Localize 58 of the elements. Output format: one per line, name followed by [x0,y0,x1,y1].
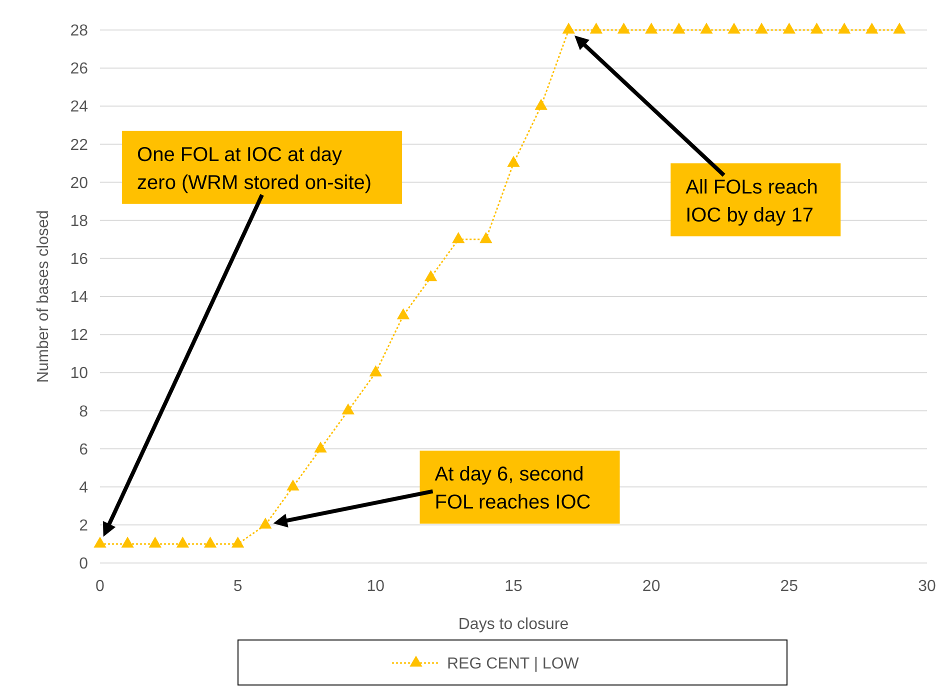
point [259,518,272,529]
point [782,22,796,34]
y-tick-label: 20 [70,174,88,192]
point [396,308,410,320]
y-tick-label: 10 [70,365,88,382]
y-tick-label: 24 [70,98,88,116]
point [672,22,686,34]
y-tick-label: 8 [79,403,88,420]
y-axis-title: Number of bases closed [35,210,52,383]
annotation: One FOL at IOC at day zero (WRM stored on-site) [137,144,372,194]
x-tick-label: 10 [366,578,385,595]
x-tick-label: 30 [918,578,936,595]
point [314,441,327,452]
point [617,22,630,34]
y-tick-label: 12 [70,327,88,344]
x-axis-title: Days to closure [458,616,569,633]
point [562,22,575,34]
point [755,22,768,34]
y-tick-label: 0 [79,556,88,573]
point [369,365,382,376]
y-tick-label: 16 [70,251,88,268]
point [480,232,492,244]
point [810,22,824,34]
x-tick-label: 5 [233,578,242,595]
x-tick-label: 15 [504,578,522,595]
y-tick-label: 26 [70,60,88,78]
point [728,22,740,34]
point [148,536,162,548]
point [590,22,603,34]
point [176,536,190,548]
point [534,98,548,110]
y-tick-label: 28 [70,22,88,40]
point [231,536,244,548]
x-tick-label: 25 [780,578,798,595]
point [452,232,465,244]
y-tick-label: 6 [79,441,88,458]
point [866,22,878,34]
annotation: All FOLs reach IOC by day 17 [686,176,818,226]
y-tick-label: 4 [79,479,88,496]
point [94,536,106,548]
point [700,22,713,34]
legend-label: REG CENT | LOW [447,656,580,673]
x-tick-label: 0 [96,578,105,595]
y-tick-label: 18 [70,212,88,230]
point [204,536,217,548]
annotation: At day 6, second FOL reaches IOC [434,464,591,514]
point [121,536,134,548]
y-tick-label: 22 [70,136,88,154]
point [838,22,851,34]
point [507,156,520,167]
y-tick-label: 2 [79,518,88,535]
x-tick-label: 20 [642,578,660,595]
point [424,270,438,282]
point [644,22,658,34]
point [342,403,354,414]
point [893,22,906,34]
y-tick-label: 14 [70,289,88,306]
point [286,480,300,491]
